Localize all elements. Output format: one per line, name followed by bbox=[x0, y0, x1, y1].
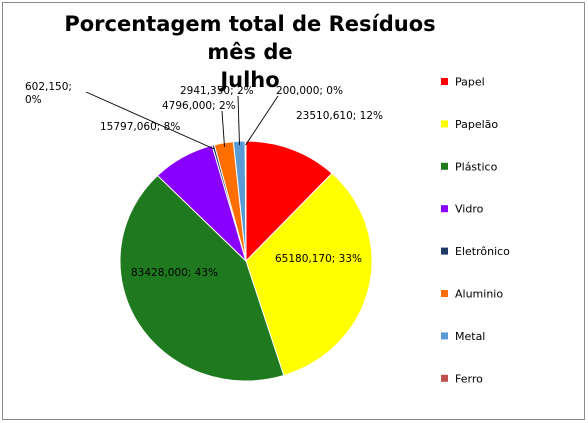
data-label-aluminio: 4796,000; 2% bbox=[162, 100, 236, 112]
legend-label-eletronico: Eletrônico bbox=[455, 245, 510, 258]
legend-swatch-ferro bbox=[441, 374, 448, 382]
legend-label-papel: Papel bbox=[455, 76, 485, 89]
pie-slice-papelao bbox=[245, 172, 373, 377]
data-labels: 23510,610; 12% 65180,170; 33% 83428,000; 4… bbox=[25, 81, 383, 279]
data-label-papel: 23510,610; 12% bbox=[296, 110, 383, 122]
legend-label-aluminio: Aluminio bbox=[455, 288, 503, 301]
data-label-plastico: 83428,000; 43% bbox=[131, 267, 218, 279]
pie-slice-papel bbox=[245, 140, 333, 263]
data-label-metal: 2941,350; 2% bbox=[180, 85, 254, 97]
chart-title: Porcentagem total de Resíduos mês de Jul… bbox=[64, 12, 436, 92]
leader-line-metal bbox=[237, 95, 240, 146]
leader-lines bbox=[85, 91, 279, 150]
pie-slices bbox=[119, 140, 373, 382]
data-label-eletronico: 602,150; 0% bbox=[25, 81, 72, 106]
leader-line-aluminio bbox=[221, 110, 225, 147]
data-label-vidro: 15797,060; 8% bbox=[100, 121, 180, 133]
legend-label-metal: Metal bbox=[455, 330, 485, 343]
legend-label-papelao: Papelão bbox=[455, 118, 498, 131]
legend-swatch-vidro bbox=[441, 205, 448, 213]
legend-swatch-metal bbox=[441, 332, 448, 340]
pie-slice-plastico bbox=[119, 174, 285, 382]
legend-label-vidro: Vidro bbox=[455, 203, 484, 216]
legend-label-plastico: Plástico bbox=[455, 160, 498, 173]
leader-line-eletronico bbox=[85, 91, 215, 150]
legend-swatch-plastico bbox=[441, 162, 448, 170]
legend-swatch-papelao bbox=[441, 120, 448, 128]
legend-swatch-aluminio bbox=[441, 290, 448, 297]
data-label-ferro: 200,000; 0% bbox=[276, 85, 343, 97]
legend-swatch-eletronico bbox=[441, 247, 448, 255]
legend: Papel Papelão Plástico Vidro Eletrônico Alumi… bbox=[441, 76, 510, 385]
data-label-papelao: 65180,170; 33% bbox=[275, 253, 362, 265]
pie-slice-ferro bbox=[244, 140, 247, 262]
legend-label-ferro: Ferro bbox=[455, 372, 483, 385]
legend-swatch-papel bbox=[441, 78, 448, 85]
leader-line-ferro bbox=[245, 95, 279, 146]
